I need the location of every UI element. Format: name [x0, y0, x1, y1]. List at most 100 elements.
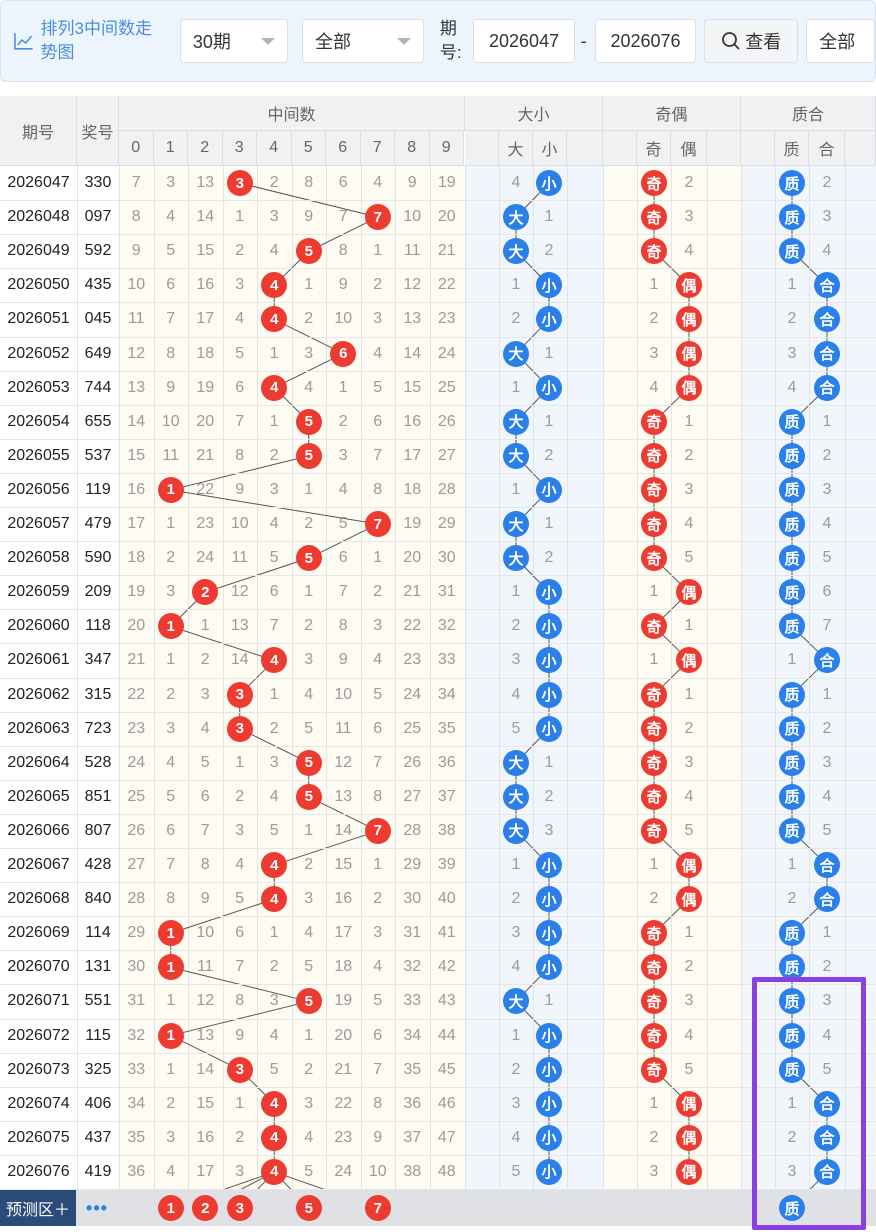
row-divider — [0, 234, 876, 236]
more-options-button[interactable]: ••• — [86, 1197, 108, 1218]
period-select[interactable]: 30期 — [179, 19, 289, 63]
miss-cell: 45 — [437, 1060, 456, 1078]
size-ball: 大 — [503, 511, 529, 538]
miss-cell: 29 — [127, 924, 146, 942]
middle-digit-ball: 5 — [295, 442, 322, 469]
miss-cell: 9 — [304, 208, 314, 226]
miss-cell: 4 — [269, 1026, 279, 1044]
size-miss-cell: 3 — [544, 821, 554, 839]
prize-cell: 209 — [84, 583, 112, 601]
row-divider — [0, 507, 876, 508]
prime-ball: 质 — [779, 476, 805, 503]
prime-miss-cell: 7 — [822, 617, 832, 635]
miss-cell: 32 — [127, 1026, 146, 1044]
miss-cell: 5 — [338, 515, 348, 533]
view-button[interactable]: 查看 — [704, 19, 799, 63]
prediction-ball[interactable]: 7 — [364, 1195, 391, 1221]
size-miss-cell: 4 — [511, 174, 521, 192]
miss-cell: 12 — [334, 753, 353, 771]
miss-cell: 4 — [338, 480, 348, 498]
miss-cell: 5 — [304, 958, 314, 976]
prediction-ball[interactable]: 3 — [226, 1195, 253, 1221]
middle-digit-ball: 4 — [261, 1158, 288, 1185]
issue-label: 期号: — [439, 19, 462, 62]
size-miss-cell: 3 — [511, 1094, 521, 1112]
miss-cell: 15 — [334, 856, 353, 874]
miss-cell: 3 — [373, 924, 383, 942]
parity-miss-cell: 2 — [649, 890, 659, 908]
column-divider — [465, 166, 466, 1225]
prime-ball: 质 — [779, 442, 805, 469]
miss-cell: 4 — [166, 208, 176, 226]
parity-miss-cell: 5 — [684, 821, 694, 839]
header-digit-9: 9 — [429, 131, 464, 166]
miss-cell: 33 — [437, 651, 456, 669]
miss-cell: 3 — [166, 1128, 176, 1146]
miss-cell: 20 — [127, 617, 146, 635]
miss-cell: 24 — [403, 685, 422, 703]
prediction-ball[interactable]: 5 — [295, 1195, 322, 1221]
miss-cell: 17 — [403, 446, 422, 464]
prediction-ball[interactable]: 2 — [192, 1195, 219, 1221]
header-size-blank-left — [465, 131, 499, 166]
issue-cell: 2026048 — [7, 208, 70, 226]
prime-ball: 合 — [814, 1158, 840, 1185]
miss-cell: 1 — [373, 549, 383, 567]
parity-miss-cell: 2 — [684, 719, 694, 737]
miss-cell: 3 — [304, 651, 314, 669]
parity-ball: 偶 — [676, 374, 702, 401]
middle-digit-ball: 1 — [157, 1022, 184, 1049]
miss-cell: 4 — [235, 856, 245, 874]
miss-cell: 8 — [304, 174, 314, 192]
header-digit-5: 5 — [291, 131, 326, 166]
trend-table: 期号 奖号 中间数 大小 奇偶 质合 0 1 2 3 4 5 6 7 8 9 大小奇偶质合 2026047 330 7… — [0, 96, 876, 1232]
row-divider — [0, 1086, 876, 1088]
miss-cell: 21 — [334, 1060, 353, 1078]
prime-miss-cell: 3 — [787, 1162, 797, 1180]
miss-cell: 5 — [269, 821, 279, 839]
prize-cell: 723 — [84, 719, 112, 737]
size-miss-cell: 2 — [544, 787, 554, 805]
all-select[interactable]: 全部 — [806, 19, 875, 63]
miss-cell: 33 — [127, 1060, 146, 1078]
miss-cell: 38 — [403, 1162, 422, 1180]
miss-cell: 25 — [437, 378, 456, 396]
size-miss-cell: 4 — [511, 1128, 521, 1146]
prime-miss-cell: 1 — [787, 856, 797, 874]
prime-miss-cell: 2 — [822, 958, 832, 976]
size-ball: 小 — [536, 1056, 562, 1083]
size-ball: 小 — [536, 954, 562, 981]
prime-miss-cell: 5 — [822, 1060, 832, 1078]
size-miss-cell: 1 — [511, 583, 521, 601]
size-ball: 大 — [503, 783, 529, 810]
miss-cell: 28 — [437, 480, 456, 498]
miss-cell: 5 — [269, 1060, 279, 1078]
size-miss-cell: 5 — [511, 719, 521, 737]
miss-cell: 6 — [235, 378, 245, 396]
prediction-ball[interactable]: 1 — [157, 1195, 184, 1221]
to-issue-input[interactable]: 2026076 — [594, 19, 697, 63]
miss-cell: 14 — [403, 344, 422, 362]
miss-cell: 9 — [373, 1128, 383, 1146]
miss-cell: 5 — [235, 890, 245, 908]
miss-cell: 6 — [200, 787, 210, 805]
miss-cell: 13 — [334, 787, 353, 805]
miss-cell: 1 — [338, 378, 348, 396]
miss-cell: 19 — [403, 515, 422, 533]
from-issue-input[interactable]: 2026047 — [473, 19, 575, 63]
miss-cell: 11 — [127, 310, 145, 328]
miss-cell: 30 — [437, 549, 456, 567]
header-prize: 奖号 — [77, 96, 119, 166]
parity-miss-cell: 1 — [649, 583, 659, 601]
prediction-toggle-button[interactable]: 预测区＋ — [0, 1190, 76, 1226]
miss-cell: 28 — [127, 890, 146, 908]
prime-ball: 合 — [814, 852, 840, 879]
miss-cell: 7 — [269, 617, 279, 635]
row-divider — [0, 541, 876, 543]
middle-digit-ball: 5 — [295, 749, 322, 776]
size-ball: 大 — [503, 408, 529, 435]
prediction-prime-ball[interactable]: 质 — [779, 1195, 805, 1221]
parity-ball: 奇 — [641, 204, 667, 231]
miss-cell: 7 — [373, 1060, 383, 1078]
scope-select[interactable]: 全部 — [302, 19, 424, 63]
